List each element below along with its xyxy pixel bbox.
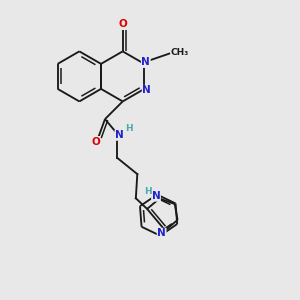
Text: N: N bbox=[152, 191, 160, 201]
Text: O: O bbox=[118, 19, 127, 29]
Text: H: H bbox=[145, 187, 152, 196]
Text: N: N bbox=[157, 228, 166, 238]
Text: CH₃: CH₃ bbox=[171, 49, 189, 58]
Text: N: N bbox=[115, 130, 124, 140]
Text: H: H bbox=[125, 124, 132, 133]
Text: N: N bbox=[142, 57, 150, 68]
Text: N: N bbox=[142, 85, 151, 95]
Text: O: O bbox=[91, 136, 100, 146]
